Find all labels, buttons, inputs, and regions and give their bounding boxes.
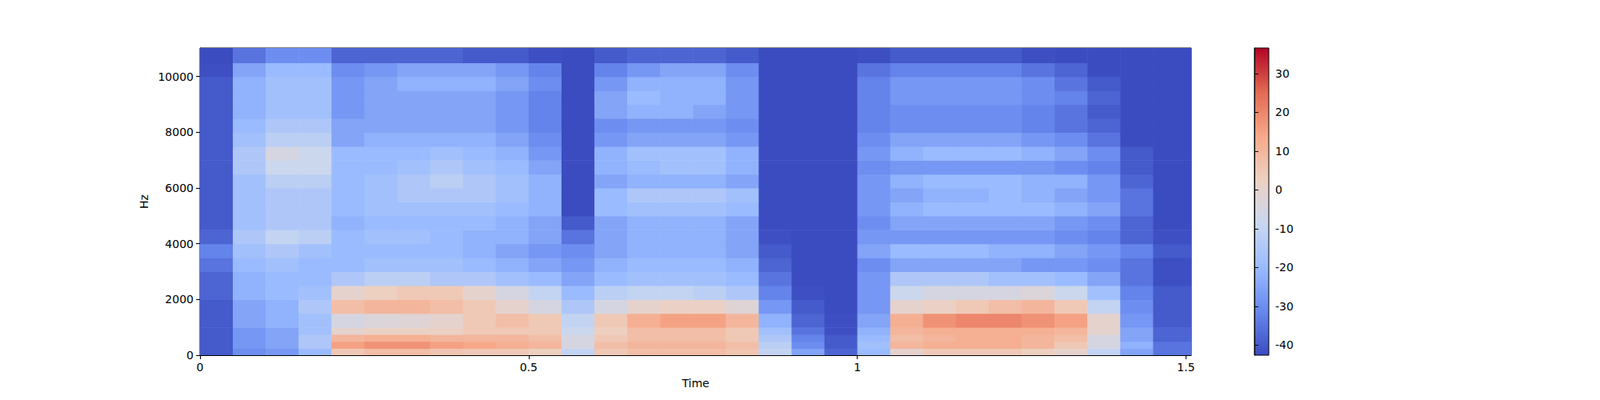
svg-text:0: 0 (196, 360, 204, 374)
svg-text:30: 30 (1275, 67, 1290, 80)
svg-text:4000: 4000 (164, 237, 194, 251)
svg-text:Hz: Hz (137, 194, 151, 209)
svg-text:20: 20 (1275, 105, 1290, 119)
svg-text:0: 0 (186, 348, 194, 362)
svg-text:Time: Time (680, 376, 709, 390)
svg-text:0.5: 0.5 (520, 360, 538, 374)
svg-text:1: 1 (853, 360, 861, 374)
svg-text:1.5: 1.5 (1176, 360, 1195, 374)
svg-text:-10: -10 (1275, 222, 1294, 236)
svg-text:-40: -40 (1275, 338, 1294, 352)
svg-text:10000: 10000 (157, 70, 194, 84)
svg-text:0: 0 (1275, 183, 1283, 196)
svg-text:2000: 2000 (164, 292, 194, 306)
svg-text:10: 10 (1275, 144, 1290, 158)
svg-text:-30: -30 (1275, 300, 1294, 313)
svg-text:-20: -20 (1275, 260, 1294, 274)
svg-text:8000: 8000 (164, 125, 194, 139)
svg-text:6000: 6000 (164, 181, 194, 195)
